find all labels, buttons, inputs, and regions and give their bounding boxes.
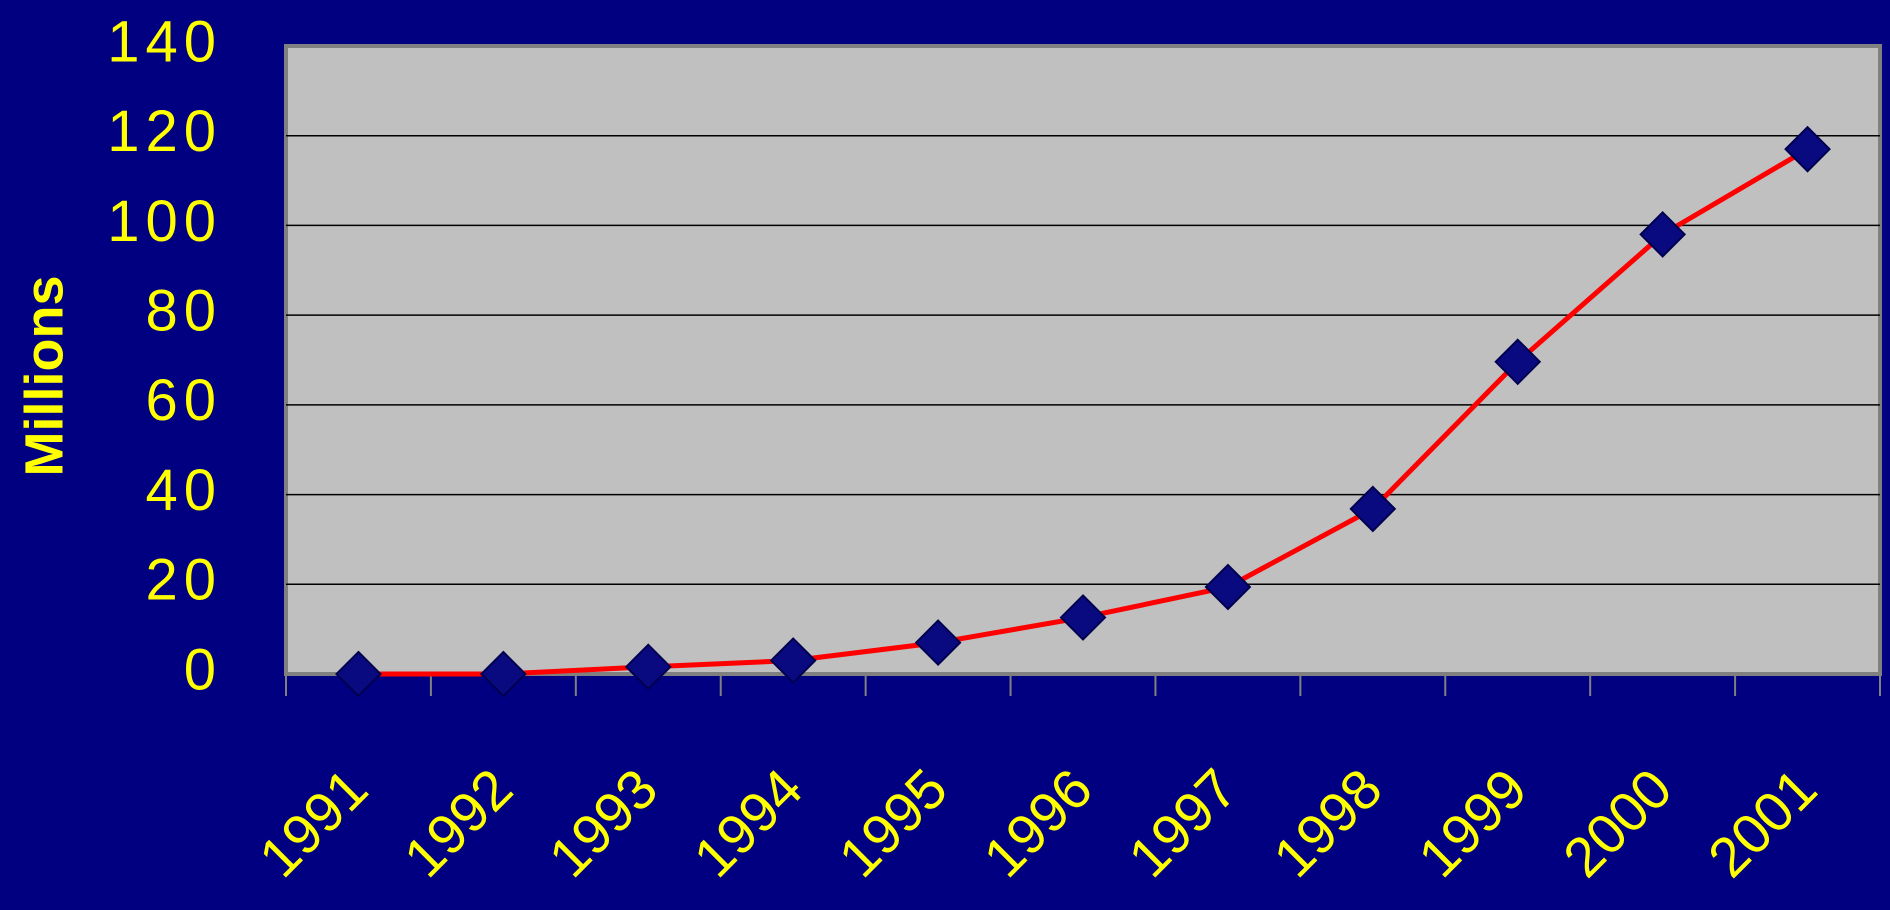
- marker: [1059, 594, 1107, 641]
- y-tick-label: 120: [107, 99, 222, 164]
- marker: [914, 619, 962, 667]
- marker: [479, 650, 527, 698]
- plot-area: [284, 44, 1882, 676]
- y-tick-label: 100: [107, 189, 222, 254]
- marker: [335, 650, 382, 698]
- x-tick-label: 1991: [247, 756, 380, 889]
- y-tick-label: 20: [145, 548, 222, 613]
- marker: [1204, 563, 1252, 611]
- y-tick-label: 140: [107, 9, 222, 74]
- x-tick-label: 2000: [1551, 756, 1684, 889]
- marker: [769, 637, 817, 684]
- x-tick-label: 1998: [1261, 756, 1394, 889]
- marker: [1639, 210, 1687, 258]
- x-tick-label: 1996: [971, 756, 1104, 889]
- x-tick-label: 2001: [1696, 756, 1829, 889]
- x-tick-label: 1993: [537, 756, 670, 889]
- y-tick-label: 60: [145, 368, 222, 433]
- marker: [1349, 485, 1397, 533]
- x-tick-label: 1997: [1116, 756, 1249, 889]
- y-axis-label: Millions: [14, 276, 74, 477]
- marker: [624, 643, 672, 691]
- marker: [1494, 338, 1542, 386]
- y-tick-label: 0: [184, 637, 222, 702]
- marker: [1784, 125, 1831, 173]
- y-tick-label: 80: [145, 278, 222, 343]
- x-tick-label: 1995: [826, 756, 959, 889]
- x-tick-label: 1999: [1406, 756, 1539, 889]
- x-tick-label: 1994: [681, 756, 814, 889]
- x-tick-label: 1992: [392, 756, 525, 889]
- y-tick-label: 40: [145, 458, 222, 523]
